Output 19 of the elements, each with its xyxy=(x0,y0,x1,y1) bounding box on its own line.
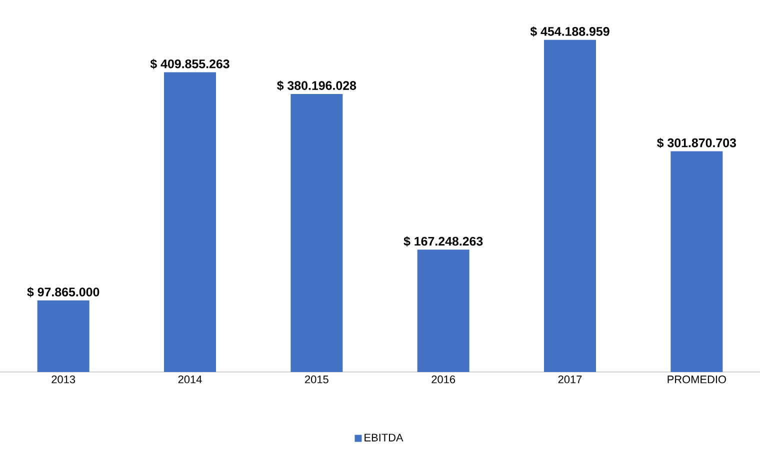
x-tick-label: 2017 xyxy=(558,376,582,384)
legend-label: EBITDA xyxy=(364,434,404,442)
data-label: $ 167.248.263 xyxy=(404,236,483,246)
data-label: $ 454.188.959 xyxy=(530,26,610,37)
bar xyxy=(37,300,90,372)
x-tick-label: 2013 xyxy=(52,376,76,384)
x-tick-label: 2016 xyxy=(432,376,456,384)
data-label: $ 97.865.000 xyxy=(27,287,100,298)
bar xyxy=(164,72,216,372)
bar xyxy=(670,151,723,372)
data-label: $ 409.855.263 xyxy=(150,58,230,70)
bar xyxy=(417,250,470,372)
bar xyxy=(544,40,596,372)
bar xyxy=(290,94,343,372)
x-tick-label: 2015 xyxy=(305,376,328,384)
x-tick-label: 2014 xyxy=(178,376,202,384)
data-label: $ 301.870.703 xyxy=(657,138,736,148)
x-tick-label: PROMEDIO xyxy=(668,376,726,384)
data-label: $ 380.196.028 xyxy=(277,80,356,91)
